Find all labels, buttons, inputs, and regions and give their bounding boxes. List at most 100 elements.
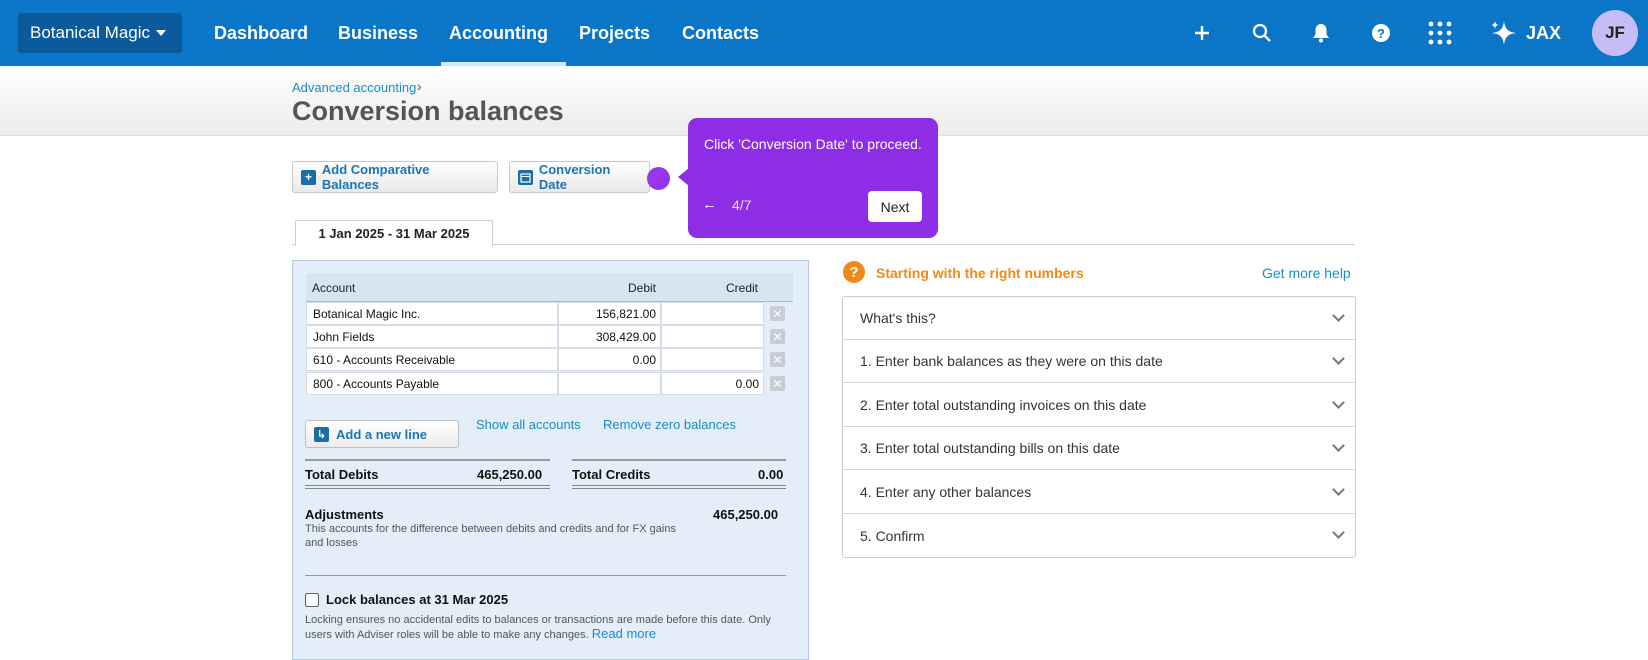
- accordion-item-label: What's this?: [860, 310, 936, 326]
- accordion-item-label: 4. Enter any other balances: [860, 484, 1032, 500]
- accordion-item-whats-this[interactable]: What's this?: [843, 297, 1355, 340]
- jax-assistant-button[interactable]: JAX: [1490, 0, 1561, 66]
- credit-cell[interactable]: [661, 325, 764, 348]
- svg-text:?: ?: [1377, 26, 1385, 41]
- accordion-item-bills[interactable]: 3. Enter total outstanding bills on this…: [843, 427, 1355, 470]
- debits-top-rule: [305, 459, 550, 461]
- accordion-item-label: 5. Confirm: [860, 527, 925, 544]
- delete-row-icon[interactable]: ✕: [770, 376, 785, 391]
- chevron-down-icon: [1332, 309, 1345, 322]
- lock-divider: [305, 575, 786, 576]
- table-row: John Fields 308,429.00 ✕: [306, 325, 793, 348]
- tour-instruction: Click 'Conversion Date' to proceed.: [704, 136, 922, 152]
- help-icon[interactable]: ?: [1366, 18, 1396, 48]
- plus-icon: +: [301, 169, 316, 185]
- breadcrumb-separator: ›: [417, 78, 422, 94]
- jax-label: JAX: [1526, 22, 1562, 43]
- debit-cell[interactable]: 156,821.00: [558, 302, 661, 325]
- debit-cell[interactable]: 0.00: [558, 348, 661, 371]
- delete-row-icon[interactable]: ✕: [770, 306, 785, 321]
- nav-accounting[interactable]: Accounting: [441, 0, 566, 66]
- column-account: Account: [312, 281, 356, 295]
- table-row: Botanical Magic Inc. 156,821.00 ✕: [306, 302, 793, 325]
- chevron-down-icon: [1332, 396, 1345, 409]
- accordion-item-bank-balances[interactable]: 1. Enter bank balances as they were on t…: [843, 340, 1355, 383]
- delete-row-icon[interactable]: ✕: [770, 329, 785, 344]
- credits-top-rule: [572, 459, 786, 461]
- total-debits-value: 465,250.00: [477, 467, 543, 482]
- chevron-down-icon: [1332, 483, 1345, 496]
- breadcrumb-advanced-accounting[interactable]: Advanced accounting: [292, 80, 417, 95]
- account-cell[interactable]: 610 - Accounts Receivable: [306, 348, 558, 371]
- accordion-item-confirm[interactable]: 5. Confirm: [843, 514, 1355, 557]
- tab-period[interactable]: 1 Jan 2025 - 31 Mar 2025: [295, 220, 493, 246]
- tour-tooltip: Click 'Conversion Date' to proceed. ← 4/…: [678, 118, 938, 238]
- total-credits-value: 0.00: [758, 467, 784, 482]
- user-avatar[interactable]: JF: [1592, 10, 1638, 56]
- accordion-item-label: 2. Enter total outstanding invoices on t…: [860, 397, 1147, 413]
- org-name: Botanical Magic: [30, 23, 151, 42]
- lock-description: Locking ensures no accidental edits to b…: [305, 613, 775, 642]
- debit-cell[interactable]: 308,429.00: [558, 325, 661, 348]
- credits-double-rule: [572, 485, 786, 489]
- adjustments-label: Adjustments: [305, 507, 384, 522]
- column-debit: Debit: [628, 281, 657, 295]
- add-line-icon: ↳: [314, 426, 329, 442]
- tab-divider: [292, 244, 1355, 245]
- apps-grid-icon[interactable]: [1425, 18, 1455, 48]
- plus-icon[interactable]: [1187, 18, 1217, 48]
- help-title: Starting with the right numbers: [876, 265, 1084, 281]
- nav-dashboard[interactable]: Dashboard: [214, 22, 309, 43]
- debit-cell[interactable]: [558, 372, 661, 395]
- table-header: Account Debit Credit: [306, 273, 793, 302]
- tour-hotspot[interactable]: [647, 167, 670, 190]
- account-cell[interactable]: John Fields: [306, 325, 558, 348]
- account-cell[interactable]: 800 - Accounts Payable: [306, 372, 558, 395]
- show-all-accounts-link[interactable]: Show all accounts: [476, 417, 581, 432]
- add-comparative-label: Add Comparative Balances: [321, 162, 430, 192]
- adjustments-value: 465,250.00: [713, 507, 779, 522]
- table-row: 610 - Accounts Receivable 0.00 ✕: [306, 348, 793, 371]
- lock-description-text: Locking ensures no accidental edits to b…: [305, 614, 771, 641]
- bell-icon[interactable]: [1306, 18, 1336, 48]
- sparkle-icon: [1491, 21, 1516, 45]
- conversion-date-button[interactable]: Conversion Date: [509, 161, 650, 193]
- column-credit: Credit: [726, 281, 759, 295]
- chevron-down-icon: [1332, 352, 1345, 365]
- table-row: 800 - Accounts Payable 0.00 ✕: [306, 372, 793, 395]
- caret-down-icon: [156, 30, 167, 36]
- calendar-icon: [518, 169, 533, 185]
- remove-zero-balances-link[interactable]: Remove zero balances: [603, 417, 736, 432]
- org-switcher-button[interactable]: Botanical Magic: [18, 13, 182, 53]
- tour-step-counter: 4/7: [732, 197, 752, 213]
- chevron-down-icon: [1332, 526, 1345, 539]
- total-credits-label: Total Credits: [572, 467, 651, 482]
- accordion-item-invoices[interactable]: 2. Enter total outstanding invoices on t…: [843, 384, 1355, 427]
- conversion-date-label: Conversion Date: [538, 162, 611, 192]
- tour-next-button[interactable]: Next: [868, 191, 922, 222]
- total-debits-label: Total Debits: [305, 467, 379, 482]
- search-icon[interactable]: [1247, 18, 1277, 48]
- chevron-down-icon: [1332, 439, 1345, 452]
- nav-projects[interactable]: Projects: [579, 22, 651, 43]
- debits-double-rule: [305, 485, 550, 489]
- accordion-item-label: 3. Enter total outstanding bills on this…: [860, 440, 1120, 456]
- get-more-help-link[interactable]: Get more help: [1262, 265, 1351, 281]
- accordion-item-other-balances[interactable]: 4. Enter any other balances: [843, 471, 1355, 514]
- add-comparative-balances-button[interactable]: + Add Comparative Balances: [292, 161, 498, 193]
- nav-contacts[interactable]: Contacts: [682, 22, 760, 43]
- credit-cell[interactable]: [661, 348, 764, 371]
- back-arrow-icon[interactable]: ←: [702, 196, 717, 213]
- lock-balances-checkbox[interactable]: [305, 593, 319, 607]
- account-cell[interactable]: Botanical Magic Inc.: [306, 302, 558, 325]
- credit-cell[interactable]: [661, 302, 764, 325]
- credit-cell[interactable]: 0.00: [661, 372, 764, 395]
- add-new-line-label: Add a new line: [336, 426, 428, 442]
- accordion-item-label: 1. Enter bank balances as they were on t…: [860, 353, 1163, 369]
- nav-business[interactable]: Business: [338, 22, 419, 43]
- lock-balances-label: Lock balances at 31 Mar 2025: [326, 592, 509, 607]
- delete-row-icon[interactable]: ✕: [770, 352, 785, 367]
- adjustments-description: This accounts for the difference between…: [305, 523, 676, 549]
- read-more-link[interactable]: Read more: [591, 626, 657, 641]
- add-new-line-button[interactable]: ↳ Add a new line: [305, 420, 459, 448]
